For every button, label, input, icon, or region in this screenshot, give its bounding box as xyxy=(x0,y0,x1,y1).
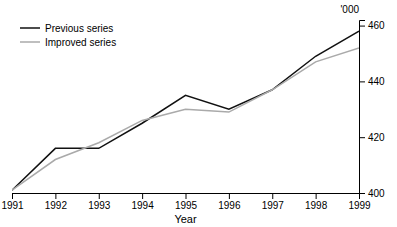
y-tick: 420 xyxy=(359,132,385,143)
x-tick: 1996 xyxy=(218,193,241,211)
series-line xyxy=(12,31,359,190)
y-axis: 400 420 440 460 xyxy=(359,20,385,198)
series-line xyxy=(12,48,359,190)
y-axis-title: '000 xyxy=(340,4,359,15)
x-tick: 1992 xyxy=(45,193,68,211)
x-tick: 1997 xyxy=(262,193,285,211)
x-tick-mark xyxy=(272,193,273,199)
y-tick-mark xyxy=(359,137,365,138)
y-tick: 440 xyxy=(359,76,385,87)
x-tick-mark xyxy=(186,193,187,199)
y-tick-label: 440 xyxy=(368,76,385,87)
y-tick-mark xyxy=(359,26,365,27)
x-tick-label: 1997 xyxy=(262,200,285,211)
legend: Previous series Improved series xyxy=(20,23,116,48)
x-tick-label: 1999 xyxy=(348,200,371,211)
x-tick-mark xyxy=(316,193,317,199)
x-tick-mark xyxy=(55,193,56,199)
legend-item: Improved series xyxy=(20,37,116,48)
x-tick-mark xyxy=(12,193,13,199)
x-axis-line xyxy=(13,194,360,200)
x-tick-label: 1996 xyxy=(218,200,241,211)
x-tick: 1998 xyxy=(305,193,328,211)
y-axis-line xyxy=(360,21,366,194)
legend-swatch xyxy=(20,27,40,29)
x-tick-mark xyxy=(99,193,100,199)
y-tick: 400 xyxy=(359,188,385,199)
y-tick-label: 400 xyxy=(368,188,385,199)
x-axis-title: Year xyxy=(174,213,197,225)
x-tick: 1993 xyxy=(88,193,111,211)
legend-swatch xyxy=(20,41,40,43)
legend-label: Improved series xyxy=(45,37,116,48)
x-tick-label: 1995 xyxy=(175,200,198,211)
y-tick: 460 xyxy=(359,20,385,31)
lines xyxy=(12,31,359,190)
x-tick-mark xyxy=(142,193,143,199)
x-tick-label: 1991 xyxy=(1,200,24,211)
legend-label: Previous series xyxy=(45,23,113,34)
x-axis: 1991 1992 1993 1994 1995 1996 1997 1998 1999 xyxy=(1,193,371,211)
x-tick: 1991 xyxy=(1,193,24,211)
x-tick-label: 1993 xyxy=(88,200,111,211)
y-tick-mark xyxy=(359,193,365,194)
y-tick-label: 420 xyxy=(368,132,385,143)
x-tick-label: 1994 xyxy=(132,200,155,211)
y-tick-label: 460 xyxy=(368,20,385,31)
x-tick: 1994 xyxy=(132,193,155,211)
chart: 1991199219931994199519961997199819994004… xyxy=(0,0,397,227)
legend-item: Previous series xyxy=(20,23,113,34)
x-tick-label: 1992 xyxy=(45,200,68,211)
x-tick-mark xyxy=(229,193,230,199)
plot: 1991199219931994199519961997199819994004… xyxy=(1,4,385,225)
x-tick: 1995 xyxy=(175,193,198,211)
x-tick-label: 1998 xyxy=(305,200,328,211)
y-tick-mark xyxy=(359,81,365,82)
